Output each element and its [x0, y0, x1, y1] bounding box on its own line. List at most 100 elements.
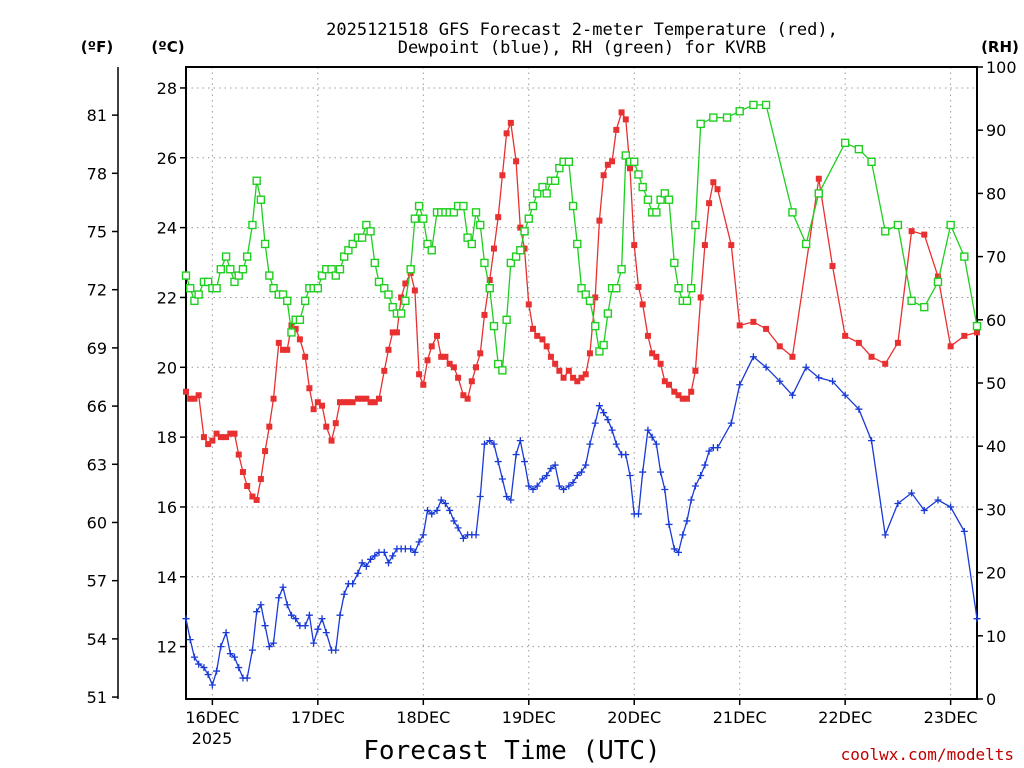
temperature-point	[671, 388, 678, 395]
temperature-point	[284, 346, 291, 353]
temperature-point	[477, 350, 484, 357]
dewpoint-point	[749, 353, 757, 361]
temperature-point	[517, 224, 524, 231]
dewpoint-point	[516, 437, 524, 445]
rh-point	[471, 208, 481, 217]
dewpoint-point	[639, 468, 647, 476]
temperature-point	[710, 179, 717, 186]
dewpoint-point	[248, 646, 256, 654]
rh-point	[660, 189, 670, 198]
dewpoint-point	[608, 426, 616, 434]
temperature-point	[750, 318, 757, 325]
celsius-tick-label: 14	[157, 568, 177, 587]
rh-point	[230, 277, 239, 287]
dewpoint-point	[287, 611, 295, 619]
dewpoint-point	[362, 562, 370, 570]
dewpoint-point	[275, 594, 283, 602]
temperature-point	[280, 346, 287, 353]
temperature-point	[310, 406, 317, 413]
dewpoint-point	[433, 506, 441, 514]
dewpoint-point	[622, 451, 630, 459]
rh-point	[533, 189, 542, 198]
fahrenheit-tick-label: 51	[87, 688, 107, 707]
plot-frame	[185, 66, 978, 700]
rh-point	[423, 239, 432, 249]
dewpoint-point	[815, 374, 823, 382]
dewpoint-point	[217, 643, 225, 651]
rh-point	[722, 113, 732, 122]
temperature-point	[385, 346, 392, 353]
dewpoint-point	[648, 433, 656, 441]
rh-point	[516, 246, 525, 255]
dewpoint-point	[947, 503, 955, 511]
temperature-point	[868, 353, 875, 360]
dewpoint-point	[279, 583, 287, 591]
temperature-point	[270, 395, 277, 402]
rh-point	[344, 246, 353, 255]
rh-point	[801, 239, 811, 249]
dewpoint-point	[512, 451, 520, 459]
temperature-point	[481, 311, 488, 318]
fahrenheit-tick-label: 81	[87, 106, 107, 125]
dewpoint-point	[586, 440, 594, 448]
rh-point	[630, 157, 639, 167]
rh-point	[401, 296, 410, 306]
rh-point	[287, 328, 296, 337]
axis-ticks: 16DEC 17DEC 18DEC 19DEC 20DEC 21DEC 22DEC 23DEC…	[87, 58, 1017, 727]
temperature-point	[644, 332, 651, 339]
rh-point	[388, 302, 397, 312]
dewpoint-point	[411, 548, 419, 556]
rh-tick-label: 60	[986, 311, 1006, 330]
rh-point	[269, 284, 278, 293]
rh-point	[595, 347, 604, 356]
rh-point	[893, 220, 903, 230]
dewpoint-point	[687, 496, 695, 504]
dewpoint-point	[788, 391, 796, 399]
dewpoint-point	[265, 643, 273, 651]
dewpoint-point	[490, 440, 498, 448]
temperature-point	[235, 451, 242, 458]
dewpoint-point	[446, 506, 454, 514]
temperature-point	[653, 353, 660, 360]
dewpoint-point	[384, 559, 392, 567]
temperature-point	[398, 294, 405, 301]
rh-series-line	[185, 104, 978, 373]
rh-point	[427, 246, 436, 255]
rh-point	[186, 284, 195, 293]
temperature-point	[570, 374, 577, 381]
rh-point	[528, 201, 538, 211]
dewpoint-point	[253, 608, 261, 616]
rh-point	[585, 296, 595, 306]
temperature-point	[657, 360, 664, 367]
dewpoint-point	[213, 667, 221, 675]
dewpoint-point	[626, 472, 634, 480]
dewpoint-point	[358, 559, 366, 567]
temperature-point	[332, 420, 339, 427]
series-layer	[181, 100, 982, 689]
dewpoint-point	[697, 472, 705, 480]
rh-point	[212, 284, 221, 293]
temperature-point	[239, 469, 246, 476]
rh-point	[238, 265, 248, 274]
dewpoint-point	[934, 496, 942, 504]
rh-point	[221, 252, 231, 261]
temperature-point	[420, 381, 427, 388]
temperature-point	[345, 399, 352, 406]
temperature-point	[416, 371, 423, 378]
rh-point	[384, 290, 393, 299]
dewpoint-point	[450, 517, 458, 525]
rh-unit-label: (RH)	[981, 38, 1019, 56]
rh-point	[599, 340, 608, 350]
temperature-point	[367, 399, 374, 406]
rh-point	[524, 214, 533, 223]
temperature-point	[961, 332, 968, 339]
dewpoint-point	[736, 381, 744, 389]
dewpoint-point	[222, 629, 230, 637]
dewpoint-point	[340, 590, 348, 598]
temperature-point	[855, 339, 862, 346]
rh-point	[542, 189, 551, 198]
temperature-point	[249, 493, 256, 500]
temperature-point	[582, 371, 589, 378]
fahrenheit-tick-label: 54	[87, 630, 107, 649]
dewpoint-point	[494, 458, 502, 466]
